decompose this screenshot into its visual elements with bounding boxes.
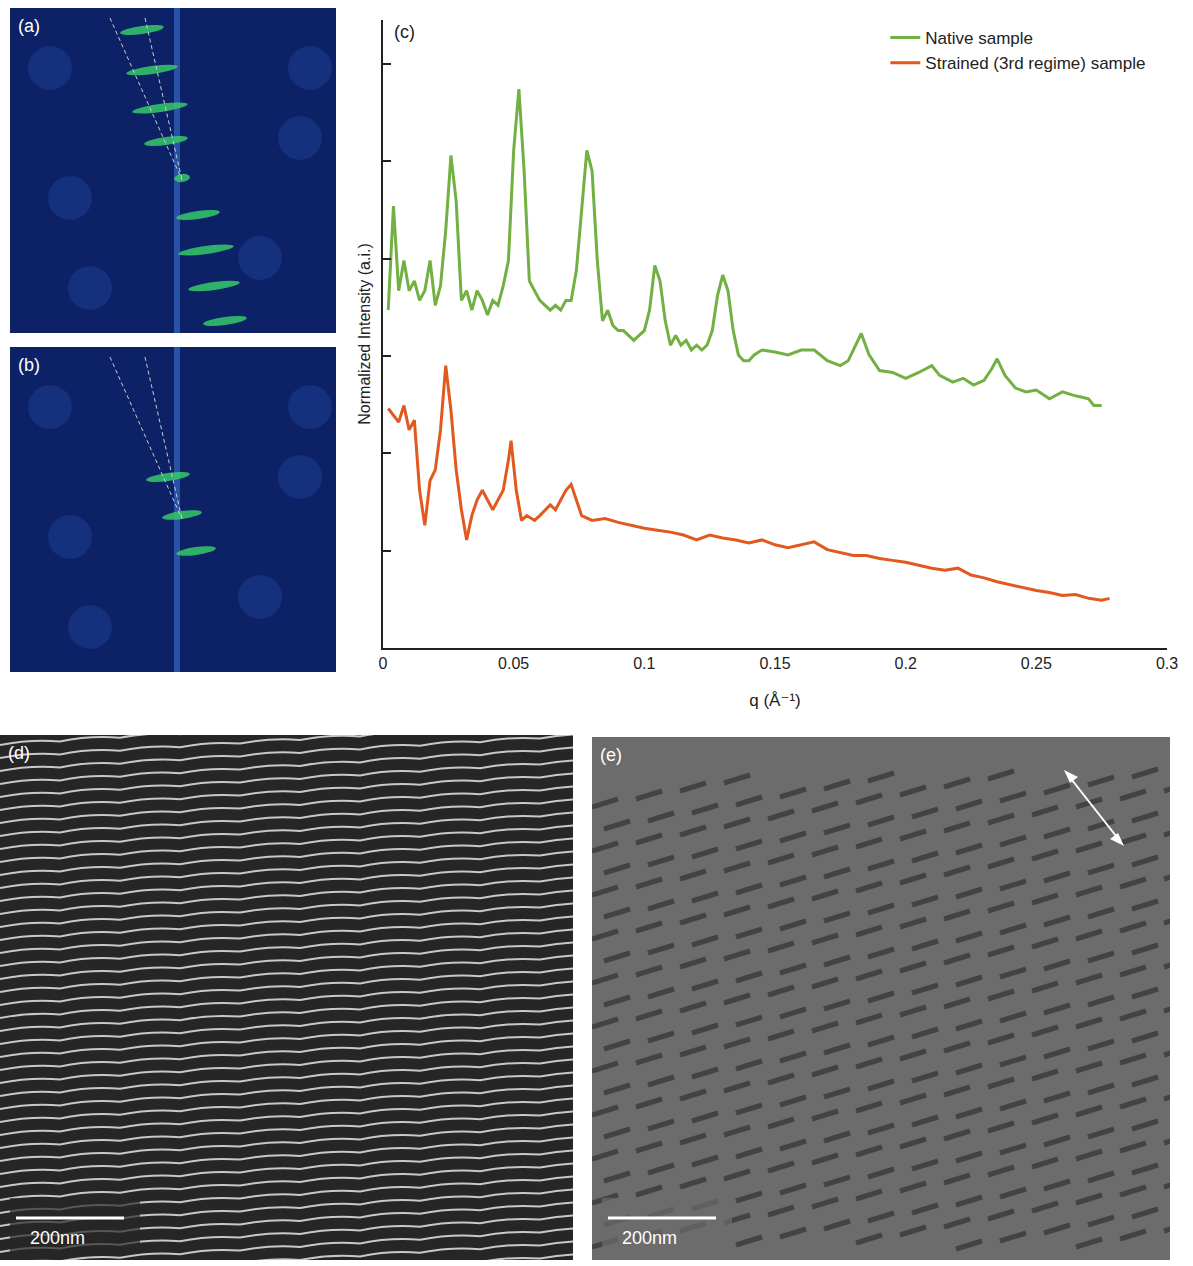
svg-text:200nm: 200nm — [622, 1228, 677, 1248]
svg-text:(e): (e) — [600, 745, 622, 765]
svg-text:q (Å⁻¹): q (Å⁻¹) — [749, 691, 800, 710]
svg-text:(a): (a) — [18, 16, 40, 36]
svg-text:200nm: 200nm — [30, 1228, 85, 1248]
svg-text:Native sample: Native sample — [925, 29, 1033, 48]
svg-text:0.1: 0.1 — [633, 655, 655, 672]
svg-text:0.15: 0.15 — [759, 655, 790, 672]
svg-text:(c): (c) — [394, 22, 415, 42]
svg-text:Strained (3rd regime) sample: Strained (3rd regime) sample — [925, 54, 1145, 73]
svg-text:0: 0 — [379, 655, 388, 672]
svg-text:Normalized Intensity (a.i.): Normalized Intensity (a.i.) — [356, 243, 373, 424]
svg-text:0.3: 0.3 — [1156, 655, 1178, 672]
svg-text:0.2: 0.2 — [895, 655, 917, 672]
svg-text:(b): (b) — [18, 355, 40, 375]
svg-text:(d): (d) — [8, 743, 30, 763]
svg-text:0.25: 0.25 — [1021, 655, 1052, 672]
svg-text:0.05: 0.05 — [498, 655, 529, 672]
